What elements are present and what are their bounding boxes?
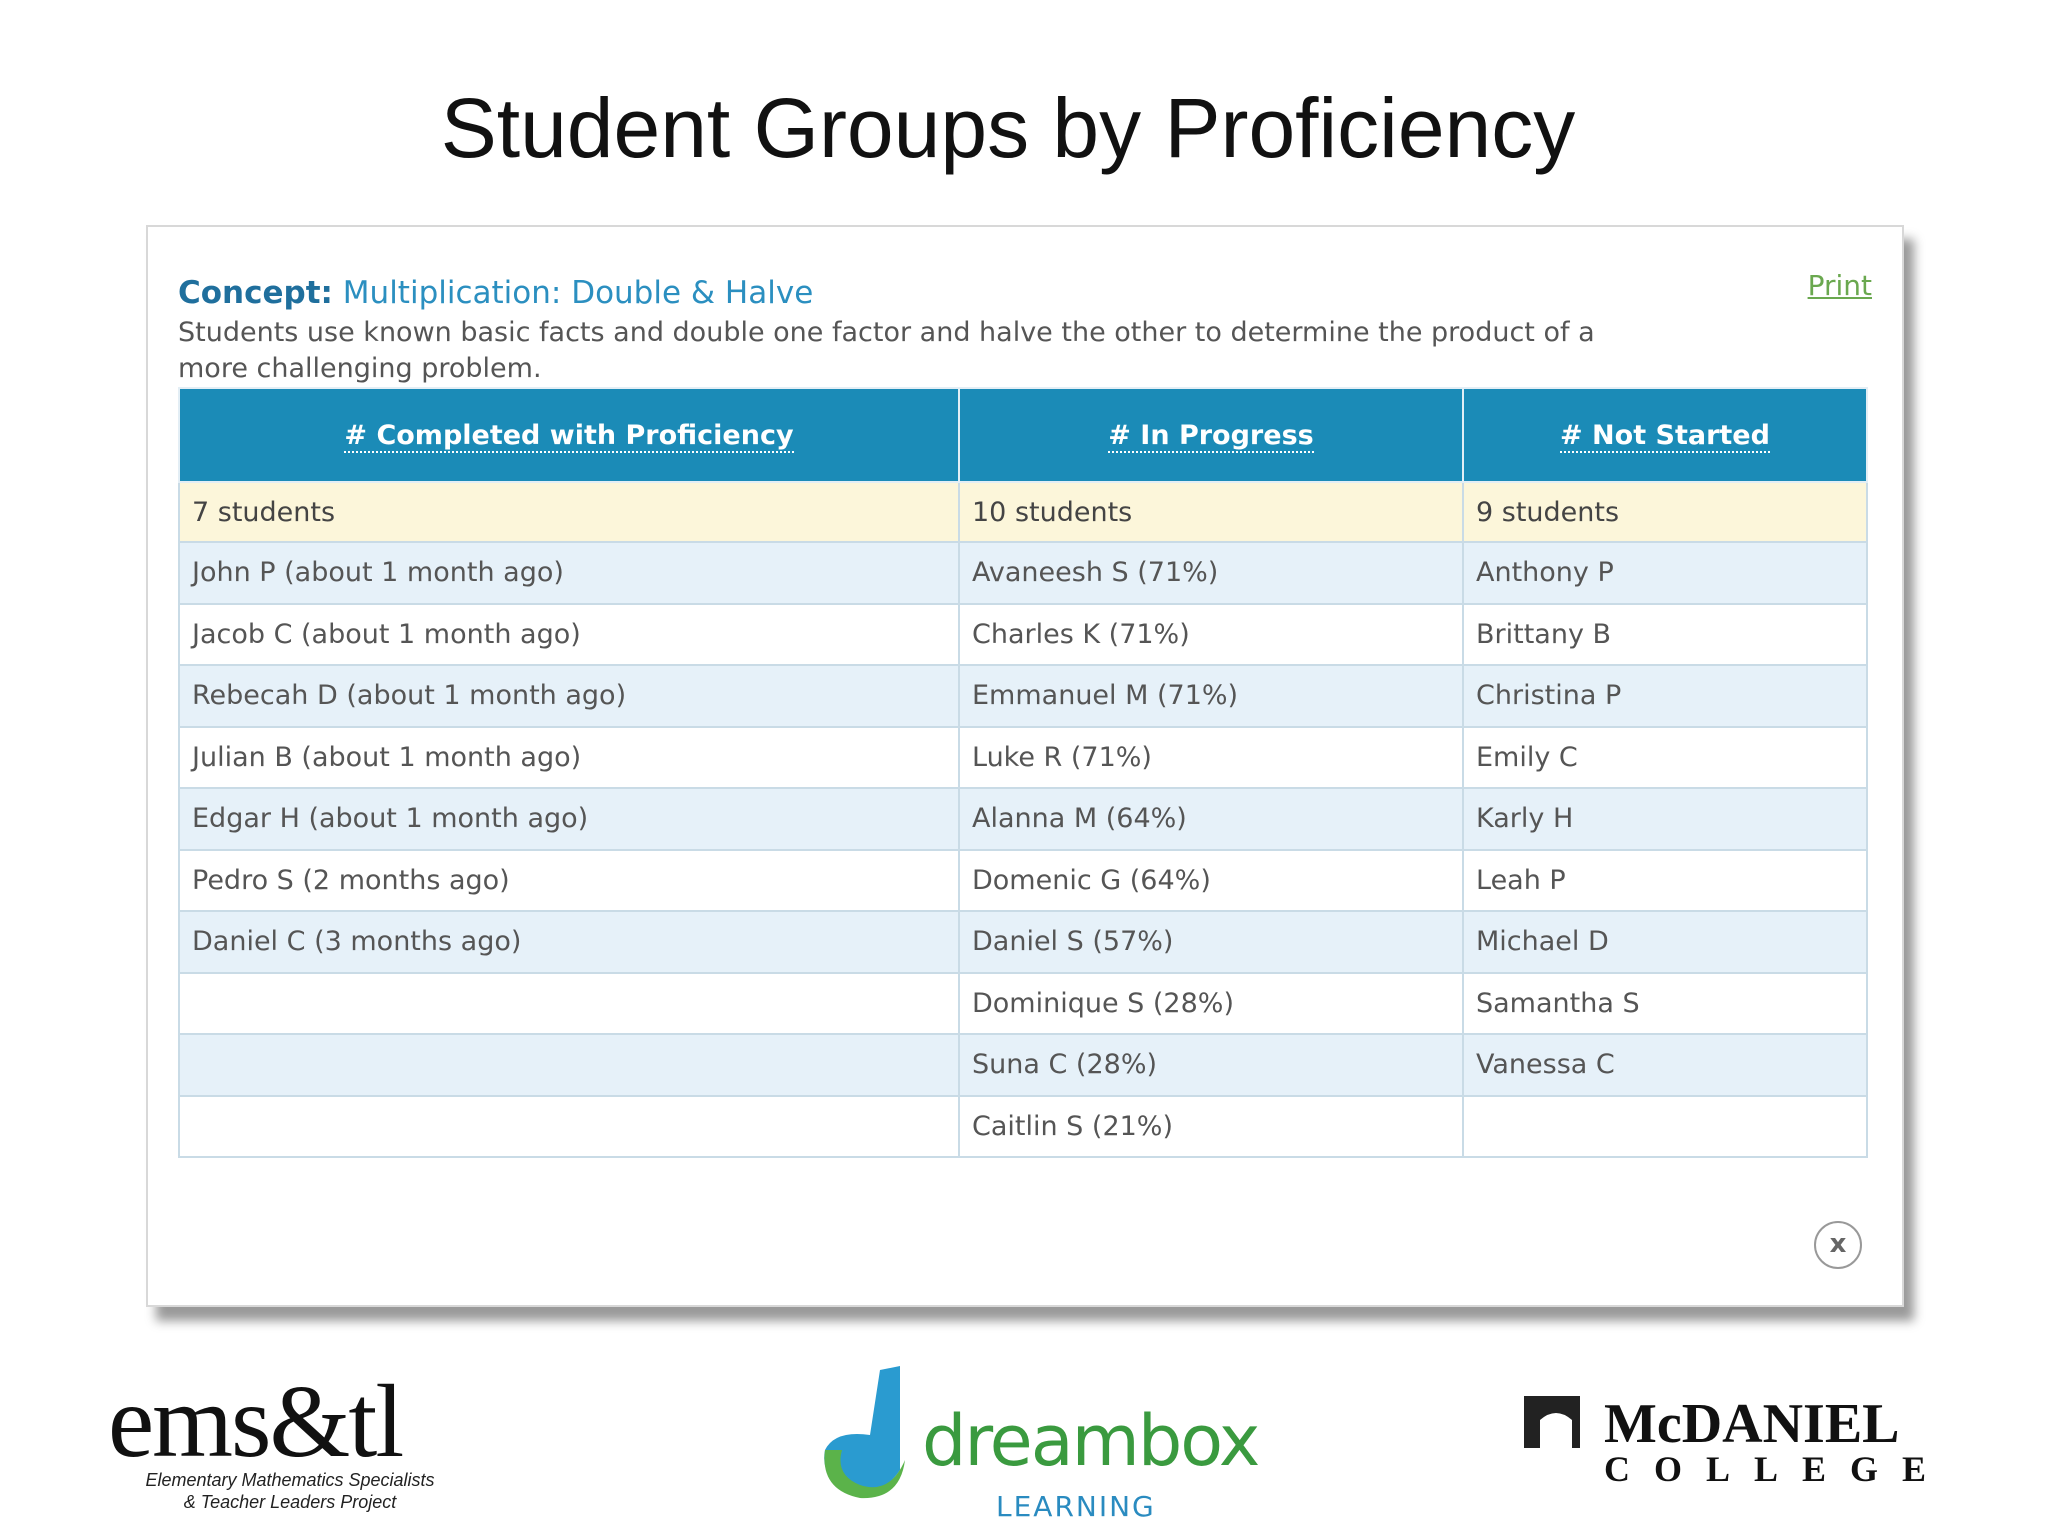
student-name: Julian B (about 1 month ago) bbox=[178, 725, 960, 789]
student-name: Karly H bbox=[1462, 787, 1868, 851]
student-row: Suna C (28%) Vanessa C bbox=[178, 1033, 1868, 1097]
student-name: Daniel C (3 months ago) bbox=[178, 910, 960, 974]
mcdaniel-logo: McDANIEL bbox=[1604, 1393, 1900, 1455]
empty-cell bbox=[178, 1094, 960, 1158]
column-header-link[interactable]: # Not Started bbox=[1560, 419, 1770, 453]
print-link[interactable]: Print bbox=[1807, 269, 1872, 302]
student-name: John P (about 1 month ago) bbox=[178, 541, 960, 605]
student-name: Suna C (28%) bbox=[958, 1033, 1464, 1097]
header-row: # Completed with Proficiency # In Progres… bbox=[178, 387, 1868, 483]
student-name: Avaneesh S (71%) bbox=[958, 541, 1464, 605]
empty-cell bbox=[178, 1033, 960, 1097]
student-name: Christina P bbox=[1462, 664, 1868, 728]
mcdaniel-subtitle: COLLEGE bbox=[1604, 1449, 1951, 1489]
student-name: Charles K (71%) bbox=[958, 602, 1464, 666]
student-name: Samantha S bbox=[1462, 971, 1868, 1035]
student-name: Pedro S (2 months ago) bbox=[178, 848, 960, 912]
empty-cell bbox=[178, 971, 960, 1035]
dreambox-mark-leaf bbox=[824, 1450, 905, 1499]
concept-name: Multiplication: Double & Halve bbox=[342, 275, 814, 311]
student-name: Luke R (71%) bbox=[958, 725, 1464, 789]
student-count: 9 students bbox=[1462, 481, 1868, 543]
student-count: 7 students bbox=[178, 481, 960, 543]
student-row: Jacob C (about 1 month ago) Charles K (71… bbox=[178, 602, 1868, 666]
student-table: # Completed with Proficiency # In Progres… bbox=[178, 387, 1868, 1158]
student-name: Anthony P bbox=[1462, 541, 1868, 605]
mcdaniel-arch bbox=[1540, 1413, 1572, 1448]
slide-title: Student Groups by Proficiency bbox=[440, 81, 1576, 175]
student-name: Edgar H (about 1 month ago) bbox=[178, 787, 960, 851]
emstl-subtitle: Elementary Mathematics Specialists bbox=[145, 1470, 435, 1490]
column-header: # In Progress bbox=[958, 387, 1464, 483]
empty-cell bbox=[1462, 1094, 1868, 1158]
student-name: Jacob C (about 1 month ago) bbox=[178, 602, 960, 666]
concept: Concept: Multiplication: Double & Halve bbox=[178, 275, 813, 311]
emstl-subtitle: & Teacher Leaders Project bbox=[183, 1492, 397, 1512]
student-name: Brittany B bbox=[1462, 602, 1868, 666]
student-name: Leah P bbox=[1462, 848, 1868, 912]
emstl-logo: ems&tl bbox=[108, 1364, 404, 1479]
student-name: Vanessa C bbox=[1462, 1033, 1868, 1097]
column-header: # Completed with Proficiency bbox=[178, 387, 960, 483]
student-row: Caitlin S (21%) bbox=[178, 1094, 1868, 1158]
column-header-link[interactable]: # Completed with Proficiency bbox=[344, 419, 794, 453]
report-panel: Concept: Multiplication: Double & Halve … bbox=[146, 225, 1904, 1307]
description: Students use known basic facts and doubl… bbox=[178, 317, 1595, 384]
student-row: Edgar H (about 1 month ago) Alanna M (64%… bbox=[178, 787, 1868, 851]
column-header: # Not Started bbox=[1462, 387, 1868, 483]
student-name: Caitlin S (21%) bbox=[958, 1094, 1464, 1158]
student-name: Emmanuel M (71%) bbox=[958, 664, 1464, 728]
student-name: Emily C bbox=[1462, 725, 1868, 789]
dreambox-mark bbox=[824, 1366, 900, 1493]
student-row: Rebecah D (about 1 month ago) Emmanuel M … bbox=[178, 664, 1868, 728]
student-row: Dominique S (28%) Samantha S bbox=[178, 971, 1868, 1035]
student-row: John P (about 1 month ago) Avaneesh S (71… bbox=[178, 541, 1868, 605]
student-name: Alanna M (64%) bbox=[958, 787, 1464, 851]
student-name: Daniel S (57%) bbox=[958, 910, 1464, 974]
student-count: 10 students bbox=[958, 481, 1464, 543]
student-name: Domenic G (64%) bbox=[958, 848, 1464, 912]
concept-label: Concept: bbox=[178, 275, 333, 311]
logo-shapes bbox=[824, 1366, 1580, 1499]
dreambox-logo: dreambox bbox=[922, 1400, 1260, 1482]
student-row: Daniel C (3 months ago) Daniel S (57%) Mic… bbox=[178, 910, 1868, 974]
dreambox-subtitle: LEARNING bbox=[996, 1490, 1156, 1523]
student-name: Rebecah D (about 1 month ago) bbox=[178, 664, 960, 728]
student-row: Pedro S (2 months ago) Domenic G (64%) Lea… bbox=[178, 848, 1868, 912]
count-row: 7 students 10 students 9 students bbox=[178, 481, 1868, 543]
student-row: Julian B (about 1 month ago) Luke R (71%)… bbox=[178, 725, 1868, 789]
close-button[interactable]: x bbox=[1814, 1221, 1862, 1269]
student-name: Dominique S (28%) bbox=[958, 971, 1464, 1035]
column-header-link[interactable]: # In Progress bbox=[1108, 419, 1314, 453]
student-name: Michael D bbox=[1462, 910, 1868, 974]
